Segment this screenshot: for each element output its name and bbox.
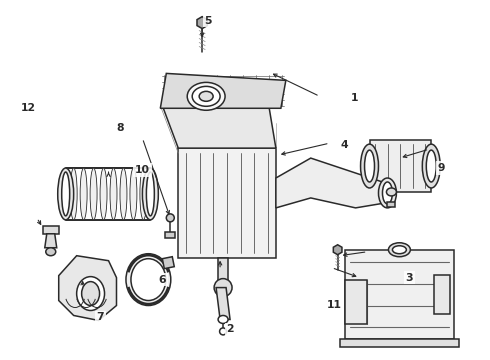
Polygon shape: [369, 140, 431, 192]
Ellipse shape: [130, 168, 137, 220]
Ellipse shape: [62, 172, 70, 216]
Ellipse shape: [389, 243, 410, 257]
Polygon shape: [333, 245, 342, 255]
Ellipse shape: [126, 254, 171, 306]
Bar: [388, 202, 395, 207]
Polygon shape: [218, 258, 228, 288]
Text: 1: 1: [351, 93, 358, 103]
Polygon shape: [59, 256, 117, 320]
Ellipse shape: [192, 86, 220, 106]
Polygon shape: [178, 148, 276, 258]
Ellipse shape: [187, 82, 225, 110]
Ellipse shape: [100, 168, 107, 220]
Polygon shape: [163, 78, 276, 148]
Ellipse shape: [120, 168, 127, 220]
Ellipse shape: [218, 315, 228, 323]
Ellipse shape: [361, 144, 378, 188]
Polygon shape: [344, 250, 454, 339]
Ellipse shape: [147, 172, 154, 216]
Ellipse shape: [140, 168, 147, 220]
Text: 8: 8: [117, 123, 124, 133]
Text: 9: 9: [438, 163, 445, 173]
Polygon shape: [162, 257, 174, 269]
Ellipse shape: [422, 144, 440, 188]
Text: 11: 11: [327, 300, 342, 310]
Ellipse shape: [392, 246, 406, 254]
Ellipse shape: [80, 168, 87, 220]
Ellipse shape: [378, 178, 396, 208]
Polygon shape: [45, 234, 57, 248]
Ellipse shape: [426, 150, 436, 182]
Bar: [344, 280, 367, 324]
Polygon shape: [197, 17, 207, 28]
Ellipse shape: [110, 168, 117, 220]
Polygon shape: [160, 73, 286, 108]
Ellipse shape: [70, 168, 77, 220]
Text: 2: 2: [226, 324, 234, 334]
Ellipse shape: [90, 168, 97, 220]
Ellipse shape: [143, 168, 158, 220]
Text: 4: 4: [341, 140, 348, 150]
Text: 3: 3: [406, 273, 413, 283]
Ellipse shape: [82, 282, 99, 306]
Text: 6: 6: [158, 275, 166, 285]
Bar: [165, 232, 175, 238]
Text: 5: 5: [204, 15, 212, 26]
Polygon shape: [276, 158, 386, 208]
Ellipse shape: [199, 91, 213, 101]
Ellipse shape: [365, 150, 374, 182]
Ellipse shape: [76, 276, 104, 310]
Ellipse shape: [220, 328, 226, 335]
Text: 7: 7: [97, 312, 104, 323]
Ellipse shape: [383, 182, 392, 204]
Ellipse shape: [166, 214, 174, 222]
Text: 10: 10: [135, 165, 150, 175]
Ellipse shape: [46, 248, 56, 256]
Ellipse shape: [214, 279, 232, 297]
Ellipse shape: [131, 259, 166, 301]
Polygon shape: [216, 288, 230, 319]
Ellipse shape: [387, 188, 396, 196]
Polygon shape: [340, 339, 459, 347]
Ellipse shape: [58, 168, 74, 220]
Polygon shape: [43, 226, 59, 234]
Text: 12: 12: [21, 103, 36, 113]
Bar: [434, 275, 450, 315]
